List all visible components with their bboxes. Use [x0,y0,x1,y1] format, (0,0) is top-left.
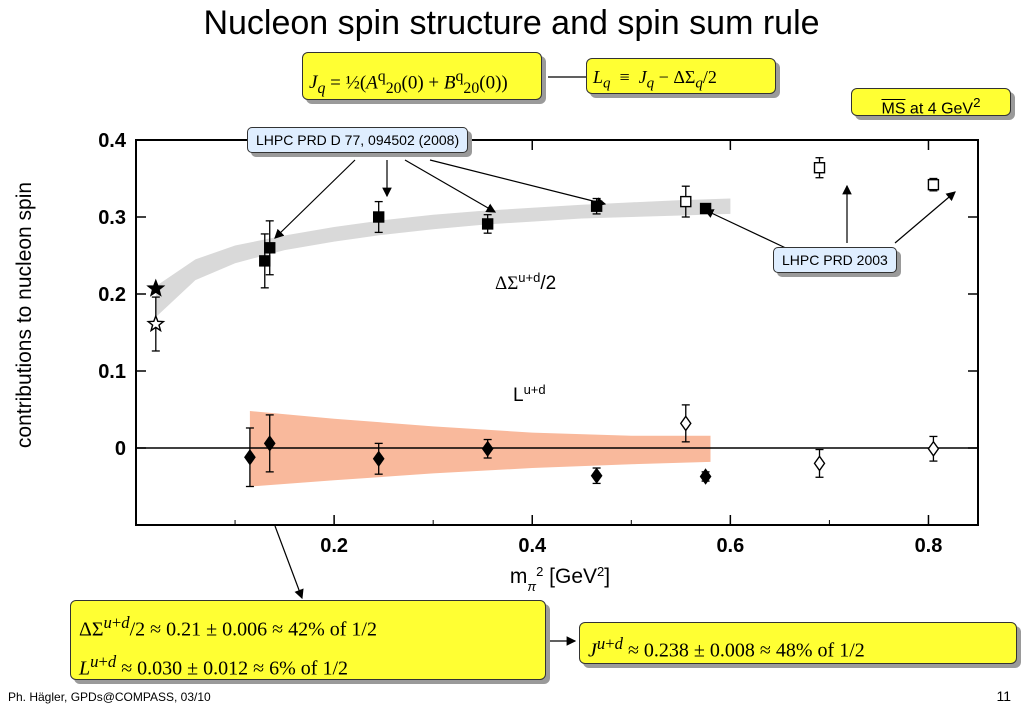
jq-formula-box: Jq = ½(Aq20(0) + Bq20(0)) [302,52,542,100]
data-point-star [146,278,166,297]
data-point-square [481,218,494,230]
x-tick-label: 0.2 [320,535,348,557]
slide-title: Nucleon spin structure and spin sum rule [203,4,820,42]
data-point-square [813,162,826,174]
x-axis-label: mπ2 [GeV2] [510,564,610,594]
scheme-box: MS at 4 GeV2 [851,88,1011,117]
data-point-star [146,314,166,333]
data-point-square [259,255,271,267]
x-tick-label: 0.6 [716,535,744,557]
j-result-box: Ju+d ≈ 0.238 ± 0.008 ≈ 48% of 1/2 [579,622,1017,664]
data-point-diamond [813,455,826,472]
results-box: ΔΣu+d/2 ≈ 0.21 ± 0.006 ≈ 42% of 1/2 Lu+d… [70,600,546,680]
data-point-diamond [927,440,940,457]
x-tick-label: 0.4 [518,535,547,557]
data-point-diamond [263,435,276,452]
error-band-0 [155,198,731,318]
y-tick-label: 0.4 [98,130,127,152]
y-axis-label: contributions to nucleon spin [13,181,36,449]
callout-arrows [274,76,956,646]
data-point-square [680,195,692,208]
data-point-diamond [590,467,603,484]
data-point-diamond [244,449,256,466]
lq-formula-box: Lq ≡ Jq − ΔΣq/2 [586,58,776,94]
y-tick-label: 0.3 [98,207,126,229]
y-tick-label: 0.1 [98,361,126,383]
page-number: 11 [996,688,1011,704]
footer-author: Ph. Hägler, GPDs@COMPASS, 03/10 [8,690,211,704]
callout-lhpc-2008: LHPC PRD D 77, 094502 (2008) [247,127,469,153]
data-point-square [372,211,385,223]
data-point-diamond [481,440,494,457]
x-tick-label: 0.8 [915,535,943,557]
data-point-diamond [679,415,692,432]
data-point-diamond [699,468,712,485]
data-point-square [264,242,276,254]
delta-sigma-label: ΔΣu+d/2 [495,270,556,295]
callout-lhpc-2003: LHPC PRD 2003 [773,247,897,273]
y-tick-label: 0.2 [98,284,126,306]
orbital-label: Lu+d [513,382,546,407]
plot-frame [135,139,979,526]
y-tick-label: 0 [115,438,126,460]
data-point-square [927,178,940,191]
data-point-diamond [372,450,385,467]
